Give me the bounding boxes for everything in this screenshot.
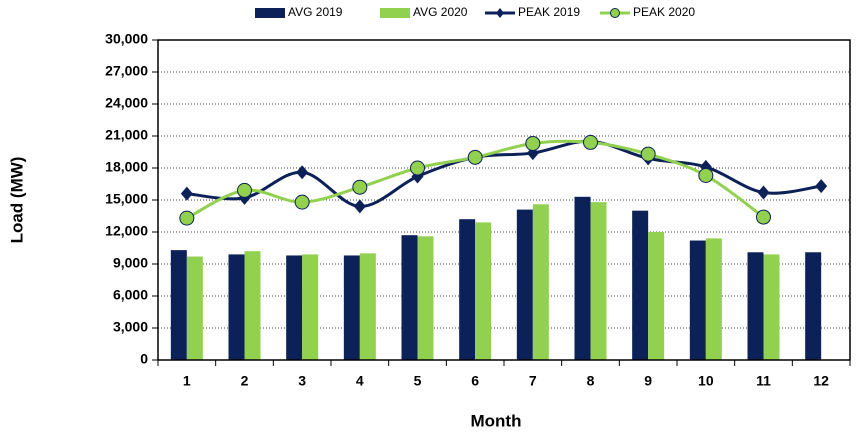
bar xyxy=(401,235,418,360)
bar xyxy=(417,236,434,360)
x-tick-label: 8 xyxy=(587,373,595,389)
bar xyxy=(590,202,607,360)
x-tick-label: 5 xyxy=(414,373,422,389)
bar xyxy=(632,210,649,360)
bar xyxy=(705,238,722,360)
legend-label: PEAK 2020 xyxy=(633,5,695,19)
bar xyxy=(302,254,319,360)
y-tick-label: 0 xyxy=(140,351,148,367)
legend-marker xyxy=(610,8,620,18)
bar xyxy=(186,256,203,360)
bar xyxy=(516,209,533,360)
bar xyxy=(343,255,360,360)
plot-frame xyxy=(157,39,851,361)
y-tick-label: 30,000 xyxy=(105,31,148,47)
y-tick-label: 9,000 xyxy=(113,255,148,271)
bar xyxy=(805,252,822,360)
y-tick-label: 27,000 xyxy=(105,63,148,79)
legend-swatch xyxy=(255,8,285,18)
bar xyxy=(574,196,591,360)
point xyxy=(757,185,770,200)
x-tick-label: 7 xyxy=(529,373,537,389)
x-axis-title: Month xyxy=(471,411,522,430)
legend-label: AVG 2019 xyxy=(288,5,343,19)
point xyxy=(756,209,771,225)
bar xyxy=(228,254,245,360)
point xyxy=(815,179,828,194)
point xyxy=(294,194,310,210)
legend-marker xyxy=(496,8,504,18)
bar xyxy=(689,240,706,360)
x-tick-label: 3 xyxy=(298,373,306,389)
y-tick-label: 6,000 xyxy=(113,287,148,303)
point xyxy=(525,135,541,151)
bar xyxy=(359,253,376,360)
y-tick-label: 24,000 xyxy=(105,95,148,111)
bar xyxy=(648,232,665,360)
point xyxy=(296,165,309,180)
x-tick-label: 2 xyxy=(241,373,249,389)
legend-swatch xyxy=(380,8,410,18)
y-axis-title: Load (MW) xyxy=(7,157,26,244)
x-tick-label: 10 xyxy=(698,373,714,389)
bar xyxy=(532,204,549,360)
bar xyxy=(475,222,492,360)
bar xyxy=(244,251,261,360)
y-tick-label: 12,000 xyxy=(105,223,148,239)
y-tick-label: 15,000 xyxy=(105,191,148,207)
bar xyxy=(459,219,476,360)
bar xyxy=(763,254,780,360)
bar xyxy=(286,255,303,360)
point xyxy=(179,210,195,226)
point xyxy=(467,149,483,165)
point xyxy=(352,179,368,195)
point xyxy=(410,160,425,176)
y-tick-label: 3,000 xyxy=(113,319,148,335)
x-tick-label: 4 xyxy=(356,373,364,389)
y-tick-label: 21,000 xyxy=(105,127,148,143)
x-tick-label: 11 xyxy=(756,373,771,389)
y-tick-label: 18,000 xyxy=(105,159,148,175)
bar xyxy=(747,252,764,360)
bar xyxy=(170,250,187,360)
point xyxy=(698,167,714,183)
x-tick-label: 1 xyxy=(183,373,191,389)
point xyxy=(583,134,598,150)
point xyxy=(237,182,252,198)
legend-label: PEAK 2019 xyxy=(518,5,580,19)
point xyxy=(640,146,656,162)
line xyxy=(186,139,822,208)
legend-label: AVG 2020 xyxy=(413,5,468,19)
x-tick-label: 6 xyxy=(471,373,479,389)
point xyxy=(180,186,193,201)
x-tick-label: 9 xyxy=(644,373,652,389)
x-tick-label: 12 xyxy=(813,373,829,389)
point xyxy=(353,199,366,214)
